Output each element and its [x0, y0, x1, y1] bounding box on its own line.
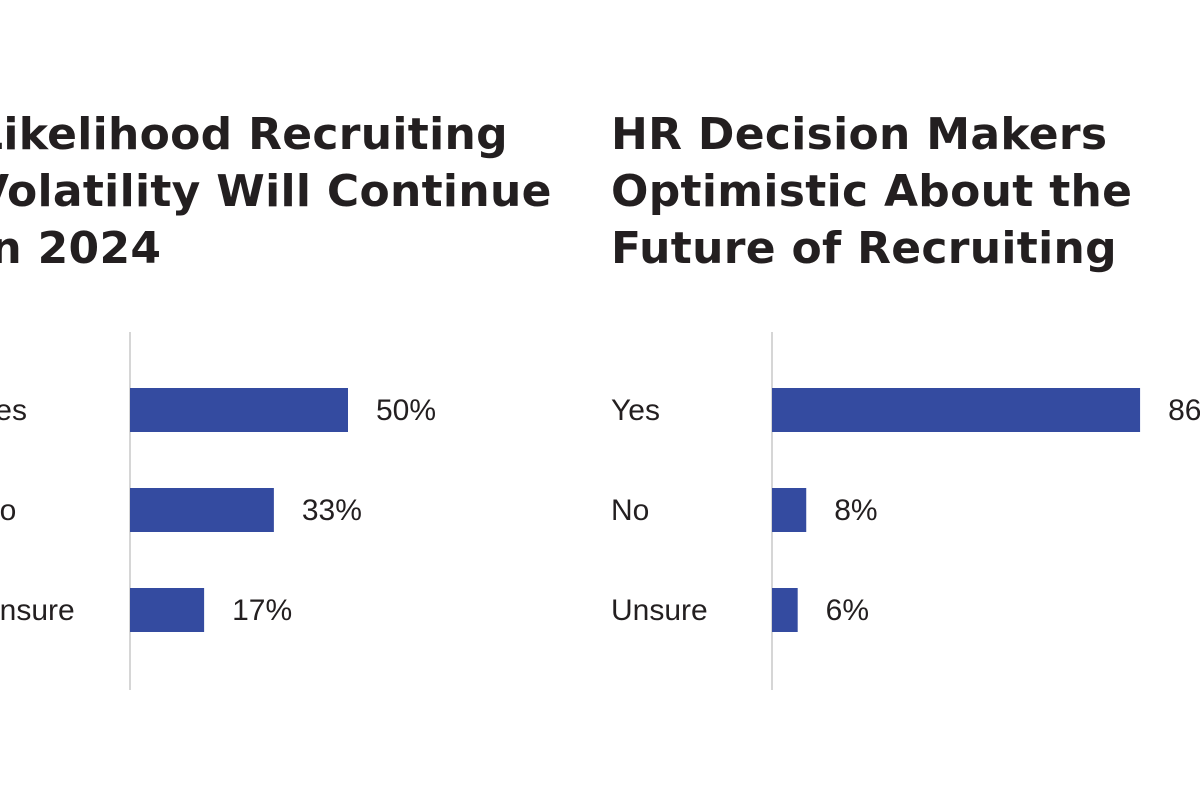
category-label: Unsure	[0, 594, 75, 627]
bar-unsure	[772, 588, 798, 632]
category-label: No	[611, 494, 649, 527]
chart-title-line: Volatility Will Continue	[0, 166, 552, 217]
chart-title-line: in 2024	[0, 223, 162, 274]
value-label: 8%	[834, 494, 877, 527]
bar-no	[772, 488, 807, 532]
bar-chart-hr-optimism: Yes 86% No 8% Unsure 6%	[611, 332, 1200, 690]
category-label: Yes	[0, 394, 27, 427]
value-label: 50%	[376, 394, 436, 427]
chart-title-recruiting-volatility: Likelihood Recruiting Volatility Will Co…	[0, 106, 552, 277]
value-label: 17%	[232, 594, 292, 627]
category-label: Unsure	[611, 594, 708, 627]
bar-yes	[772, 388, 1141, 432]
category-label: No	[0, 494, 16, 527]
chart-title-line: HR Decision Makers	[611, 109, 1108, 160]
bar-unsure	[130, 588, 205, 632]
bar-no	[130, 488, 274, 532]
chart-title-line: Future of Recruiting	[611, 223, 1117, 274]
bar-yes	[130, 388, 348, 432]
bar-chart-recruiting-volatility: Yes 50% No 33% Unsure 17%	[0, 332, 436, 690]
value-label: 6%	[826, 594, 869, 627]
chart-title-line: Likelihood Recruiting	[0, 109, 508, 160]
chart-title-line: Optimistic About the	[611, 166, 1133, 217]
value-label: 33%	[302, 494, 362, 527]
value-label: 86%	[1168, 394, 1200, 427]
category-label: Yes	[611, 394, 660, 427]
chart-title-hr-optimism: HR Decision Makers Optimistic About the …	[611, 106, 1132, 277]
